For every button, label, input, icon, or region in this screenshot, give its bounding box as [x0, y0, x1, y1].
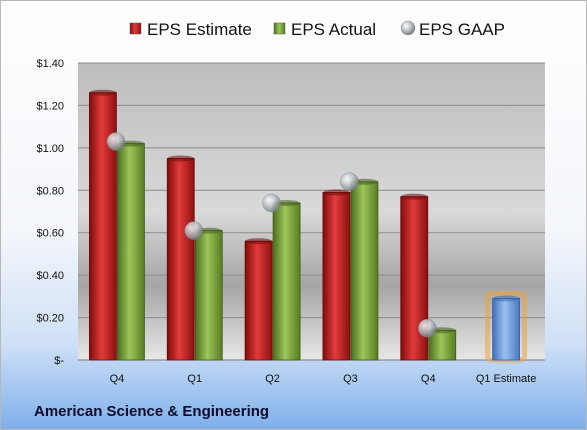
eps-estimate-bar-body [322, 192, 351, 361]
x-tick-label: Q2 [265, 373, 280, 385]
eps-estimate-bar-top [89, 89, 117, 96]
eps-actual-bar-body [194, 230, 223, 361]
x-tick-label: Q1 Estimate [476, 373, 537, 385]
eps-estimate-bar-body [89, 92, 117, 361]
eps-actual-bar-body [350, 181, 379, 361]
future-estimate-body [492, 298, 520, 361]
eps-gaap-legend-swatch [400, 20, 416, 36]
eps-estimate-bar-body [166, 158, 195, 361]
y-tick-label: $- [54, 355, 64, 367]
eps-estimate-bar-top [167, 155, 195, 162]
eps-actual-bar [272, 200, 301, 361]
eps-estimate-bar [89, 89, 117, 361]
eps-estimate-bar-top [400, 193, 428, 200]
eps-actual-bar-body [117, 143, 145, 361]
y-tick-label: $0.80 [36, 185, 64, 197]
eps-gaap-legend-label: EPS GAAP [419, 20, 505, 39]
eps-actual-bar [194, 227, 223, 361]
plot-area [78, 63, 545, 360]
eps-actual-legend-swatch [273, 22, 286, 35]
y-tick-label: $1.40 [36, 58, 64, 70]
y-tick-label: $0.60 [36, 228, 64, 240]
eps-gaap-marker [418, 318, 437, 338]
eps-estimate-legend-label: EPS Estimate [147, 20, 252, 39]
y-tick-label: $1.20 [36, 100, 64, 112]
eps-estimate-bar-top [245, 238, 273, 245]
eps-gaap-marker [106, 132, 126, 151]
eps-actual-bar [350, 178, 379, 361]
eps-actual-legend-label: EPS Actual [291, 20, 376, 39]
future-estimate-bar [485, 290, 528, 363]
eps-estimate-bar-body [244, 240, 273, 361]
y-tick-label: $0.40 [36, 270, 64, 282]
x-tick-label: Q4 [110, 373, 125, 385]
eps-gaap-marker [262, 193, 281, 213]
eps-estimate-bar [322, 189, 351, 361]
x-tick-label: Q3 [343, 373, 358, 385]
eps-estimate-bar [244, 238, 273, 361]
future-estimate-top [492, 295, 520, 302]
eps-estimate-bar-top [322, 189, 350, 196]
eps-estimate-legend-swatch [129, 22, 142, 35]
x-tick-label: Q4 [421, 373, 436, 385]
company-name: American Science & Engineering [34, 403, 270, 420]
eps-actual-bar-body [272, 202, 301, 361]
y-tick-label: $1.00 [36, 143, 64, 155]
x-tick-label: Q1 [187, 373, 202, 385]
eps-actual-bar [117, 140, 145, 361]
eps-gaap-marker [340, 172, 359, 192]
eps-actual-bar [428, 327, 457, 361]
y-tick-label: $0.20 [36, 313, 64, 325]
eps-gaap-marker [184, 221, 203, 240]
eps-estimate-bar [166, 155, 195, 361]
